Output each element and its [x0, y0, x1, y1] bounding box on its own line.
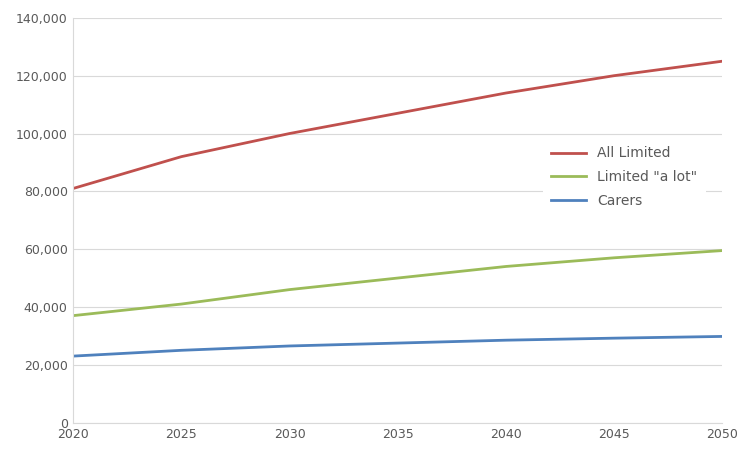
Carers: [177, 348, 186, 353]
Limited "a lot": [177, 301, 186, 307]
Carers: [394, 340, 403, 346]
All Limited: [69, 186, 78, 191]
Limited "a lot": [394, 275, 403, 281]
Limited "a lot": [718, 248, 727, 253]
Carers: [285, 343, 294, 349]
Line: All Limited: All Limited: [73, 61, 722, 188]
Carers: [501, 337, 510, 343]
All Limited: [718, 59, 727, 64]
All Limited: [394, 110, 403, 116]
Legend: All Limited, Limited "a lot", Carers: All Limited, Limited "a lot", Carers: [543, 138, 706, 216]
All Limited: [609, 73, 618, 79]
Line: Carers: Carers: [73, 336, 722, 356]
Carers: [69, 353, 78, 359]
All Limited: [285, 131, 294, 136]
Carers: [718, 334, 727, 339]
Limited "a lot": [69, 313, 78, 318]
Limited "a lot": [609, 255, 618, 261]
Limited "a lot": [501, 264, 510, 269]
Limited "a lot": [285, 287, 294, 292]
All Limited: [177, 154, 186, 159]
All Limited: [501, 90, 510, 96]
Carers: [609, 336, 618, 341]
Line: Limited "a lot": Limited "a lot": [73, 251, 722, 316]
